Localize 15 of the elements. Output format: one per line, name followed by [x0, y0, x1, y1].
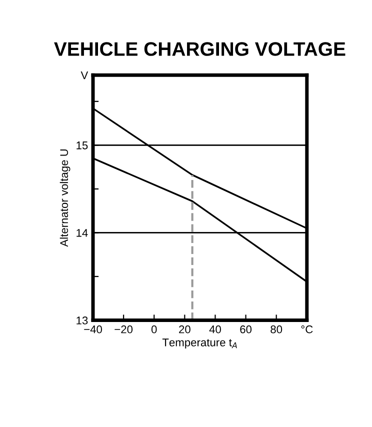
x-tick-label: 0: [151, 325, 157, 334]
x-tick-label: −40: [84, 325, 102, 334]
y-axis-title: Alternator voltage U: [60, 149, 70, 247]
y-tick-label: V: [80, 72, 88, 80]
chart-title: VEHICLE CHARGING VOLTAGE: [54, 42, 346, 56]
x-tick-label: 20: [179, 325, 190, 334]
x-axis-title: Temperature t$_{A}$: [162, 338, 237, 349]
x-tick-label: 40: [209, 325, 221, 334]
x-tick-label: 80: [270, 325, 282, 334]
y-tick-label: 15: [76, 142, 88, 150]
x-tick-label: 60: [240, 325, 252, 334]
y-tick-label: 14: [76, 229, 88, 237]
x-tick-label: −20: [114, 325, 133, 334]
y-tick-label: 13: [76, 316, 88, 324]
x-tick-label: °C: [301, 325, 313, 334]
